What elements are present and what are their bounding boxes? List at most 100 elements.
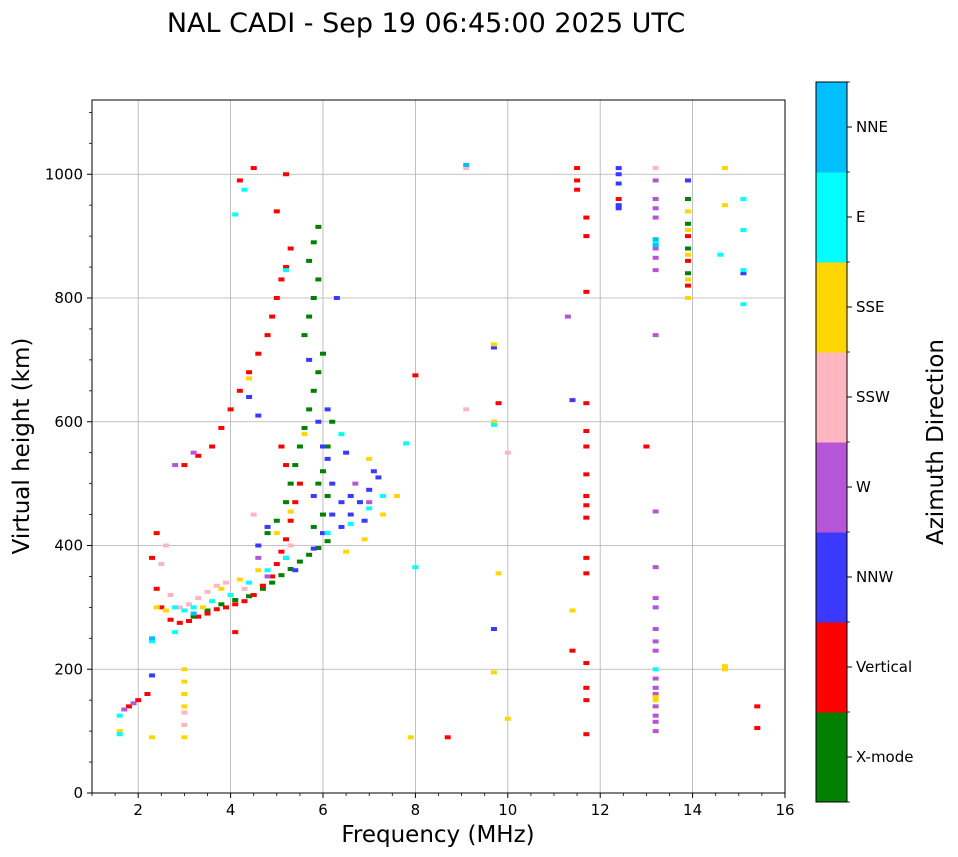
- point-vertical: [495, 401, 502, 406]
- point-vertical: [195, 614, 202, 619]
- point-w: [130, 701, 137, 706]
- point-sse: [181, 704, 188, 709]
- point-w: [652, 215, 659, 220]
- point-ssw: [463, 407, 470, 412]
- point-nnw: [343, 450, 350, 455]
- point-x-mode: [296, 559, 303, 564]
- point-w: [255, 555, 262, 560]
- point-vertical: [287, 518, 294, 523]
- point-e: [740, 302, 747, 307]
- point-sse: [153, 605, 160, 610]
- point-e: [241, 187, 248, 192]
- point-w: [652, 268, 659, 273]
- point-e: [283, 268, 290, 273]
- point-x-mode: [273, 518, 280, 523]
- point-x-mode: [306, 407, 313, 412]
- point-x-mode: [684, 271, 691, 276]
- point-nnw: [361, 518, 368, 523]
- colorbar-segment: [816, 172, 847, 263]
- point-e: [181, 608, 188, 613]
- y-tick-label: 400: [54, 537, 83, 555]
- point-x-mode: [315, 224, 322, 229]
- point-nnw: [306, 357, 313, 362]
- point-w: [652, 713, 659, 718]
- point-vertical: [269, 314, 276, 319]
- point-x-mode: [218, 602, 225, 607]
- point-x-mode: [204, 608, 211, 613]
- point-vertical: [574, 178, 581, 183]
- point-sse: [199, 605, 206, 610]
- data-points: [116, 162, 761, 740]
- x-axis-label: Frequency (MHz): [341, 822, 534, 848]
- point-e: [172, 605, 179, 610]
- point-w: [652, 509, 659, 514]
- point-w: [190, 450, 197, 455]
- point-sse: [684, 209, 691, 214]
- point-vertical: [236, 178, 243, 183]
- point-vertical: [264, 333, 271, 338]
- point-e: [149, 639, 156, 644]
- point-sse: [684, 252, 691, 257]
- point-nnw: [255, 543, 262, 548]
- point-w: [264, 574, 271, 579]
- point-x-mode: [324, 539, 331, 544]
- point-nnw: [149, 673, 156, 678]
- point-x-mode: [310, 296, 317, 300]
- colorbar-segment: [816, 442, 847, 533]
- x-tick-label: 10: [498, 801, 517, 819]
- point-sse: [149, 735, 156, 740]
- point-x-mode: [246, 594, 253, 599]
- point-w: [652, 246, 659, 251]
- point-x-mode: [320, 469, 326, 474]
- point-nnw: [347, 512, 354, 517]
- point-vertical: [209, 444, 216, 449]
- point-e: [324, 531, 331, 536]
- point-vertical: [125, 704, 132, 709]
- point-sse: [380, 512, 387, 517]
- colorbar-segment: [816, 262, 847, 353]
- point-w: [652, 648, 659, 653]
- point-ssw: [162, 543, 169, 548]
- point-vertical: [754, 704, 761, 709]
- point-vertical: [195, 453, 202, 458]
- point-vertical: [583, 215, 590, 220]
- point-w: [652, 333, 659, 338]
- point-sse: [490, 342, 497, 347]
- point-sse: [343, 549, 350, 554]
- point-nne: [149, 636, 156, 641]
- colorbar-segment: [816, 532, 847, 623]
- point-w: [652, 605, 659, 610]
- point-x-mode: [259, 586, 266, 591]
- point-vertical: [583, 698, 590, 703]
- point-vertical: [583, 234, 590, 239]
- point-e: [227, 593, 234, 597]
- point-x-mode: [190, 614, 197, 619]
- point-e: [246, 580, 253, 585]
- point-x-mode: [269, 580, 276, 585]
- y-tick-label: 1000: [45, 165, 83, 183]
- colorbar-tick-label: SSE: [856, 298, 885, 316]
- point-vertical: [583, 685, 590, 690]
- point-nnw: [320, 444, 326, 449]
- point-e: [740, 227, 747, 232]
- x-tick-label: 2: [133, 801, 143, 819]
- point-vertical: [250, 166, 257, 171]
- x-tick-label: 14: [683, 801, 702, 819]
- point-w: [652, 627, 659, 632]
- point-x-mode: [301, 425, 308, 430]
- point-vertical: [684, 234, 691, 239]
- x-tick-label: 12: [591, 801, 610, 819]
- point-vertical: [574, 166, 581, 171]
- point-sse: [236, 577, 243, 582]
- point-x-mode: [315, 545, 322, 550]
- point-vertical: [246, 370, 253, 375]
- point-ssw: [167, 593, 174, 597]
- point-vertical: [643, 444, 650, 449]
- point-x-mode: [310, 524, 317, 529]
- point-vertical: [255, 351, 262, 356]
- point-w: [652, 692, 659, 696]
- point-sse: [652, 695, 659, 700]
- point-e: [490, 422, 497, 427]
- grid-lines: [92, 100, 785, 793]
- point-nnw: [324, 456, 331, 461]
